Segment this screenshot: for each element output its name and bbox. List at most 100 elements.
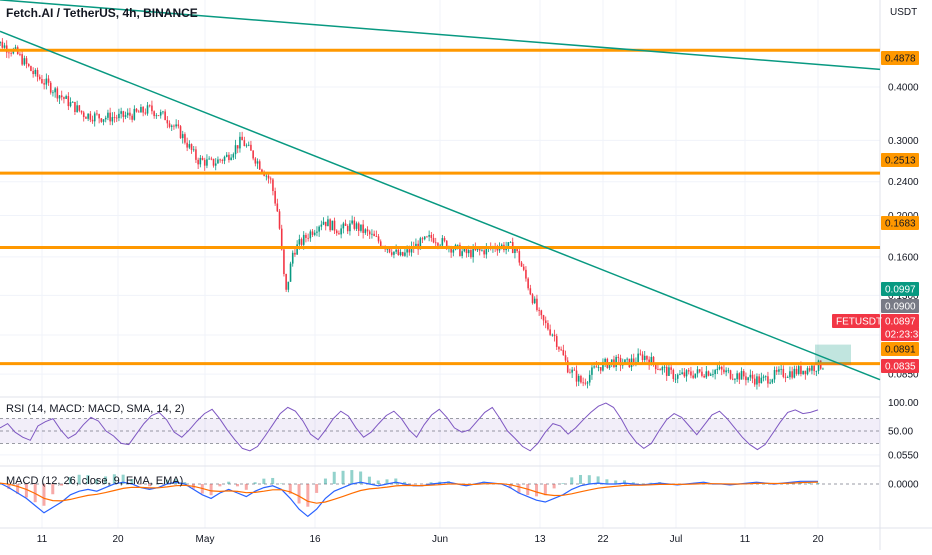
candlestick-series bbox=[0, 38, 824, 390]
candle-body bbox=[659, 369, 661, 371]
candle-body bbox=[393, 251, 395, 255]
rsi-pane[interactable]: 100.00 50.00 bbox=[0, 398, 919, 452]
candle-body bbox=[170, 125, 173, 127]
candle-body bbox=[804, 370, 807, 375]
macd-histogram-bar bbox=[7, 484, 11, 490]
candle-body bbox=[690, 371, 692, 376]
candle-body bbox=[217, 159, 219, 164]
time-axis-label: May bbox=[196, 534, 215, 545]
macd-histogram-bar bbox=[570, 477, 574, 484]
candle-body bbox=[67, 96, 70, 107]
candle-body bbox=[265, 175, 268, 177]
candle-body bbox=[646, 355, 648, 360]
candle-body bbox=[421, 238, 424, 240]
macd-histogram-bar bbox=[579, 474, 583, 484]
macd-histogram-bar bbox=[614, 480, 618, 484]
macd-histogram-bar bbox=[508, 484, 512, 489]
candle-body bbox=[230, 157, 232, 160]
candle-body bbox=[459, 244, 461, 256]
candle-body bbox=[269, 178, 272, 180]
candle-body bbox=[188, 144, 191, 148]
candle-body bbox=[584, 382, 587, 384]
long-position-box[interactable] bbox=[815, 344, 851, 364]
price-tag bbox=[881, 216, 919, 230]
candle-body bbox=[465, 248, 468, 254]
candle-body bbox=[624, 359, 626, 364]
price-tag-label: 0.0835 bbox=[885, 362, 916, 373]
candle-body bbox=[593, 366, 595, 368]
candle-body bbox=[58, 95, 61, 99]
candle-body bbox=[650, 356, 653, 366]
candle-body bbox=[168, 123, 171, 127]
candle-body bbox=[441, 238, 444, 246]
candle-body bbox=[362, 224, 364, 233]
candle-body bbox=[767, 376, 769, 384]
macd-axis-label: 0.0000 bbox=[888, 480, 919, 491]
candle-body bbox=[47, 78, 50, 83]
macd-histogram-bar bbox=[535, 484, 539, 497]
macd-histogram-bar bbox=[403, 481, 407, 484]
candle-body bbox=[30, 66, 32, 71]
candle-body bbox=[65, 96, 67, 99]
macd-histogram-bar bbox=[68, 477, 72, 484]
candle-body bbox=[223, 156, 226, 161]
candle-body bbox=[157, 115, 160, 117]
time-axis-label: 13 bbox=[534, 534, 546, 545]
macd-histogram-bar bbox=[174, 478, 178, 484]
macd-histogram-bar bbox=[561, 483, 565, 484]
candle-body bbox=[93, 113, 96, 122]
candle-body bbox=[670, 367, 672, 370]
candle-body bbox=[60, 95, 63, 98]
candle-body bbox=[437, 243, 439, 246]
price-pane[interactable] bbox=[0, 0, 881, 390]
macd-histogram-bar bbox=[104, 476, 108, 484]
candle-body bbox=[250, 144, 252, 151]
candle-body bbox=[718, 366, 721, 369]
candle-body bbox=[192, 149, 195, 151]
candle-body bbox=[652, 356, 655, 364]
candle-body bbox=[379, 241, 382, 247]
candle-body bbox=[309, 231, 312, 239]
candle-body bbox=[327, 219, 329, 227]
candle-body bbox=[346, 225, 349, 232]
candle-body bbox=[778, 369, 780, 372]
stop-loss-box[interactable] bbox=[815, 363, 851, 366]
candle-body bbox=[514, 248, 516, 254]
macd-histogram-bar bbox=[605, 479, 609, 484]
candle-body bbox=[331, 220, 334, 231]
macd-histogram-bar bbox=[148, 484, 152, 487]
macd-histogram-bar bbox=[288, 484, 292, 494]
candle-body bbox=[287, 281, 290, 290]
macd-histogram-bar bbox=[253, 482, 257, 484]
candle-body bbox=[373, 233, 375, 237]
price-axis-label: 0.1300 bbox=[888, 291, 919, 302]
macd-histogram-bar bbox=[367, 476, 371, 484]
macd-histogram-bar bbox=[640, 483, 644, 485]
candle-body bbox=[91, 119, 94, 122]
candle-body bbox=[142, 107, 144, 113]
candle-body bbox=[602, 361, 604, 371]
candle-body bbox=[131, 115, 133, 120]
macd-histogram-bar bbox=[77, 474, 81, 484]
candle-body bbox=[63, 97, 65, 99]
candle-body bbox=[80, 110, 83, 113]
price-tag-label: 0.1683 bbox=[885, 219, 916, 230]
macd-histogram-bar bbox=[702, 481, 706, 484]
macd-pane[interactable]: 0.0000 bbox=[0, 470, 919, 518]
candle-body bbox=[461, 251, 463, 256]
candle-body bbox=[329, 219, 331, 231]
candle-body bbox=[210, 158, 213, 160]
candle-body bbox=[555, 336, 558, 347]
candle-body bbox=[342, 223, 345, 229]
time-axis[interactable]: 11 20 May 16 Jun 13 22 Jul 11 20 bbox=[37, 534, 824, 545]
candle-body bbox=[351, 220, 353, 224]
candle-body bbox=[3, 45, 6, 48]
macd-histogram-bar bbox=[517, 484, 521, 494]
candle-body bbox=[529, 288, 532, 295]
candle-body bbox=[784, 376, 787, 378]
macd-histogram-bar bbox=[631, 482, 635, 484]
candle-body bbox=[184, 134, 186, 143]
candle-body bbox=[267, 175, 270, 179]
